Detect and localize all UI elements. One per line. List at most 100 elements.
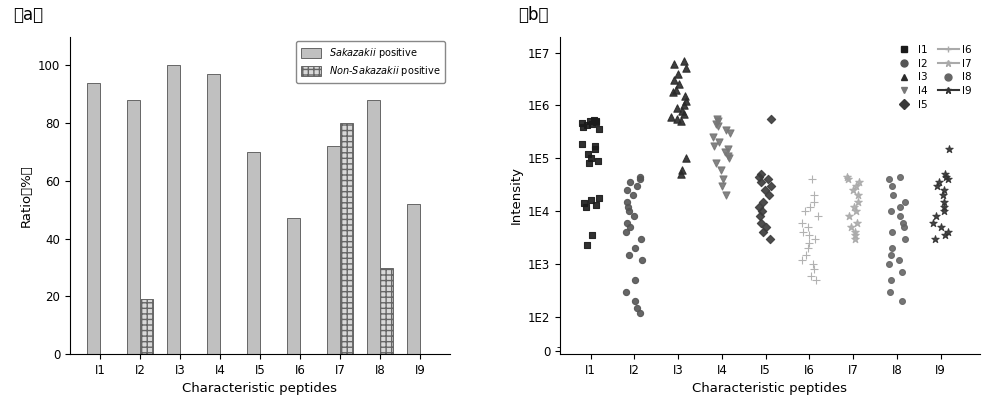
Point bbox=[937, 232, 953, 239]
Point bbox=[884, 245, 900, 252]
Bar bbox=[127, 100, 140, 354]
Point bbox=[718, 126, 734, 133]
Bar bbox=[247, 152, 260, 354]
Point bbox=[755, 229, 771, 236]
Point bbox=[632, 310, 648, 316]
Bar bbox=[167, 66, 180, 354]
Point bbox=[760, 176, 776, 183]
Point bbox=[710, 118, 726, 125]
Point bbox=[620, 204, 636, 210]
Bar bbox=[407, 204, 420, 354]
Point bbox=[936, 204, 952, 210]
Point bbox=[676, 57, 692, 64]
Point bbox=[587, 143, 603, 149]
Point bbox=[714, 183, 730, 189]
Point bbox=[940, 229, 956, 236]
Point bbox=[763, 116, 779, 123]
Point bbox=[627, 245, 643, 252]
Point bbox=[797, 208, 813, 214]
Point bbox=[619, 199, 635, 205]
Point bbox=[881, 261, 897, 267]
Point bbox=[578, 204, 594, 210]
Point bbox=[618, 229, 634, 236]
Point bbox=[892, 213, 908, 220]
Point bbox=[751, 173, 767, 180]
Point bbox=[629, 304, 645, 311]
Point bbox=[801, 232, 817, 239]
Point bbox=[591, 126, 607, 132]
Text: （a）: （a） bbox=[13, 6, 43, 24]
Point bbox=[841, 213, 857, 220]
Point bbox=[665, 89, 681, 95]
X-axis label: Characteristic peptides: Characteristic peptides bbox=[692, 382, 848, 395]
Point bbox=[848, 183, 864, 189]
Point bbox=[794, 220, 810, 226]
Point bbox=[718, 192, 734, 199]
Bar bbox=[207, 74, 220, 354]
Point bbox=[894, 269, 910, 276]
Point bbox=[625, 192, 641, 199]
Point bbox=[666, 61, 682, 68]
Point bbox=[669, 116, 685, 123]
Bar bbox=[87, 83, 100, 354]
Point bbox=[757, 187, 773, 193]
Point bbox=[847, 229, 863, 236]
Point bbox=[751, 204, 767, 210]
Point bbox=[579, 122, 595, 129]
Bar bbox=[140, 299, 153, 354]
Point bbox=[584, 120, 600, 127]
Point bbox=[884, 229, 900, 236]
Point bbox=[804, 176, 820, 183]
Point bbox=[883, 252, 899, 258]
Point bbox=[705, 134, 721, 140]
Point bbox=[588, 202, 604, 208]
Point bbox=[590, 158, 606, 164]
Point bbox=[933, 224, 949, 230]
Point bbox=[758, 224, 774, 230]
Point bbox=[671, 81, 687, 88]
Point bbox=[931, 179, 947, 186]
Point bbox=[892, 173, 908, 180]
Point bbox=[806, 192, 822, 199]
Point bbox=[891, 257, 907, 263]
Point bbox=[722, 130, 738, 136]
Point bbox=[575, 124, 591, 130]
Point bbox=[936, 199, 952, 205]
Point bbox=[670, 70, 686, 77]
Point bbox=[843, 224, 859, 230]
Point bbox=[720, 153, 736, 160]
Point bbox=[883, 277, 899, 283]
Point bbox=[763, 183, 779, 189]
Point bbox=[883, 208, 899, 214]
Point bbox=[633, 236, 649, 242]
Point bbox=[800, 224, 816, 230]
Point bbox=[897, 236, 913, 242]
Point bbox=[884, 183, 900, 189]
Point bbox=[666, 77, 682, 83]
Point bbox=[674, 167, 690, 173]
Point bbox=[621, 208, 637, 214]
Point bbox=[708, 120, 724, 127]
Point bbox=[762, 236, 778, 242]
Point bbox=[591, 195, 607, 201]
Point bbox=[586, 117, 602, 123]
Point bbox=[619, 187, 635, 193]
Point bbox=[798, 252, 814, 258]
Point bbox=[713, 167, 729, 173]
Point bbox=[847, 232, 863, 239]
Point bbox=[810, 213, 826, 220]
Point bbox=[802, 204, 818, 210]
Point bbox=[632, 173, 648, 180]
Point bbox=[795, 229, 811, 236]
Point bbox=[941, 146, 957, 152]
Point bbox=[938, 173, 954, 180]
Point bbox=[754, 208, 770, 214]
Point bbox=[715, 176, 731, 183]
Point bbox=[753, 220, 769, 226]
Point bbox=[840, 176, 856, 183]
Point bbox=[622, 224, 638, 230]
Point bbox=[618, 289, 634, 295]
Point bbox=[673, 171, 689, 177]
Point bbox=[882, 289, 898, 295]
Point bbox=[674, 107, 690, 114]
